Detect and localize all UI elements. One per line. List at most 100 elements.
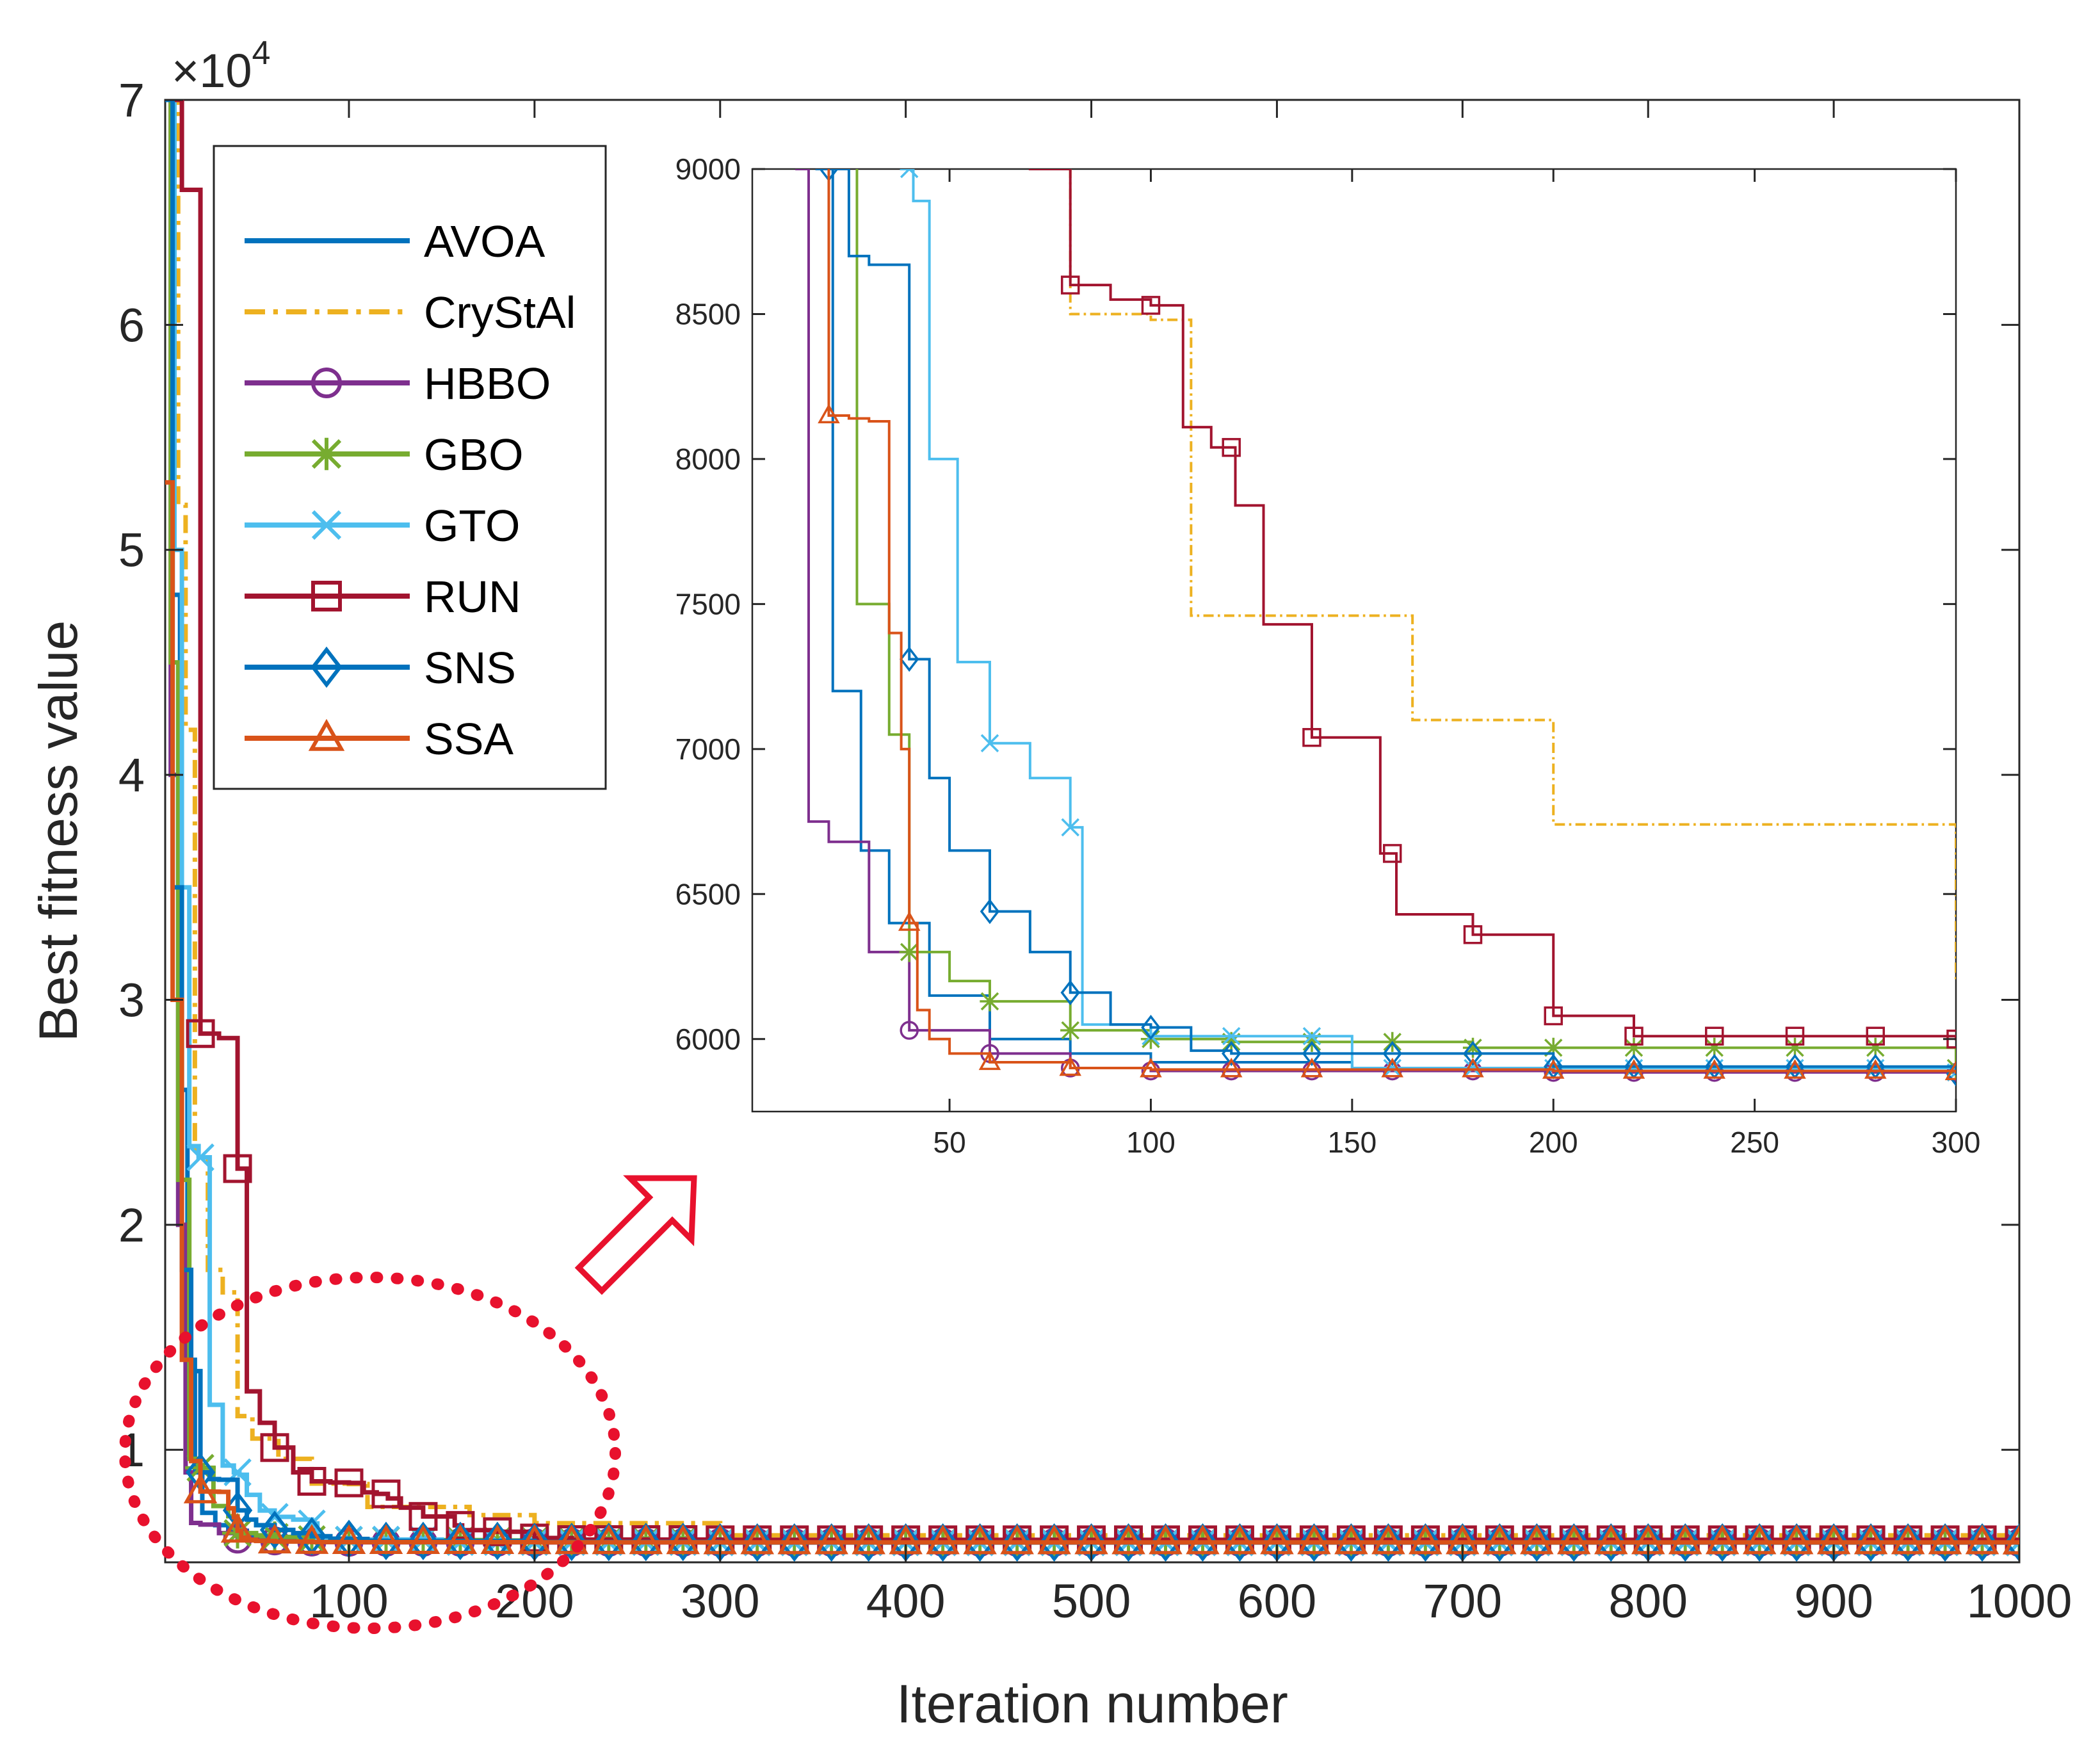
marker-ssa [1186,1524,1220,1555]
x-tick-label: 300 [1932,1126,1981,1159]
zoom-arrow-icon [574,1175,697,1295]
x-tick-label: 800 [1608,1574,1687,1628]
marker-run [446,1510,475,1540]
x-tick-label: 300 [681,1574,759,1628]
marker-gto [1464,1058,1482,1078]
marker-ssa [1483,1524,1517,1555]
legend-marker [308,718,345,751]
marker-ssa [369,1524,403,1555]
marker-sns [259,1510,290,1550]
marker-gbo [1704,1037,1725,1058]
marker-run [260,1433,289,1462]
marker-ssa [1891,1524,1925,1555]
marker-gbo [222,1517,254,1549]
series-crystal [1069,169,1956,983]
inset-series-group [795,169,1956,1087]
marker-sns [1113,1523,1143,1562]
marker-hbbo [900,1021,919,1040]
marker-run [1141,296,1161,315]
legend-item-avoa: AVOA [245,216,545,266]
main-series-group [165,100,2019,1562]
marker-ssa [554,1524,589,1555]
marker-sns [631,1523,661,1562]
x-axis-label: Iteration number [896,1674,1288,1734]
marker-sns [1188,1523,1218,1562]
marker-ssa [818,403,840,424]
marker-ssa [1140,1057,1162,1078]
legend-label: HBBO [424,359,551,409]
x-tick-label: 250 [1730,1126,1779,1159]
series-line-ssa [827,169,1956,1074]
y-tick-label: 6000 [675,1023,741,1056]
marker-sns [1225,1523,1255,1562]
marker-sns [928,1523,958,1562]
series-line-crystal [165,100,2019,1539]
marker-ssa [1223,1524,1257,1555]
series-ssa [818,169,1956,1081]
marker-ssa [1381,1057,1404,1078]
marker-run [1704,1026,1724,1046]
marker-gto [1061,818,1079,837]
marker-ssa [1037,1524,1071,1555]
marker-gbo [1543,1037,1563,1058]
legend-label: GTO [424,501,520,551]
marker-sns [1559,1523,1589,1562]
marker-run [371,1479,401,1509]
series-line-gto [900,169,1956,1074]
marker-sns [1299,1523,1329,1562]
inset-plot-area [751,168,1957,1113]
marker-ssa [1742,1524,1777,1555]
x-tick-label: 100 [309,1574,388,1628]
marker-run [1785,1026,1805,1046]
series-line-crystal [1069,169,1956,983]
y-tick-label: 8000 [675,442,741,476]
marker-gbo [1784,1037,1805,1058]
marker-ssa [443,1524,478,1555]
y-tick-label: 8500 [675,298,741,331]
marker-sns [1373,1523,1403,1562]
y-tick-label: 6500 [675,877,741,910]
marker-sns [1039,1523,1069,1562]
y-tick-label: 7 [118,74,145,127]
marker-ssa [1944,1060,1956,1081]
marker-run [334,1468,364,1498]
marker-ssa [406,1524,440,1555]
marker-ssa [1297,1524,1331,1555]
marker-ssa [220,1512,255,1543]
legend-label: RUN [424,572,521,622]
marker-ssa [1371,1524,1405,1555]
marker-sns [1410,1523,1441,1562]
marker-ssa [1668,1524,1702,1555]
marker-gbo [1865,1037,1886,1058]
marker-sns [1382,1040,1402,1067]
legend-label: GBO [424,430,524,480]
marker-sns [900,646,919,672]
marker-ssa [1300,1057,1323,1078]
marker-ssa [1965,1524,1999,1555]
marker-hbbo [1785,1063,1805,1082]
zoom-ellipse [119,1272,621,1634]
legend-marker [311,368,342,398]
marker-sns [1336,1523,1366,1562]
y-tick-label: 6 [118,298,145,352]
y-tick-label: 7000 [675,732,741,766]
marker-ssa [1864,1059,1887,1079]
marker-ssa [814,1524,848,1555]
marker-sns [1522,1523,1552,1562]
y-tick-label: 2 [118,1199,145,1252]
marker-ssa [777,1524,812,1555]
legend-marker [310,437,343,471]
marker-gto [2005,1528,2019,1557]
marker-ssa [629,1524,663,1555]
marker-gto [900,169,919,179]
marker-ssa [1854,1524,1888,1555]
marker-ssa [1705,1524,1740,1555]
marker-sns [1596,1523,1626,1562]
marker-ssa [1779,1524,1814,1555]
marker-ssa [480,1524,515,1555]
marker-ssa [1594,1524,1628,1555]
marker-run [186,1019,215,1048]
marker-gbo [899,942,919,962]
marker-ssa [1334,1524,1368,1555]
legend-label: SNS [424,643,516,693]
